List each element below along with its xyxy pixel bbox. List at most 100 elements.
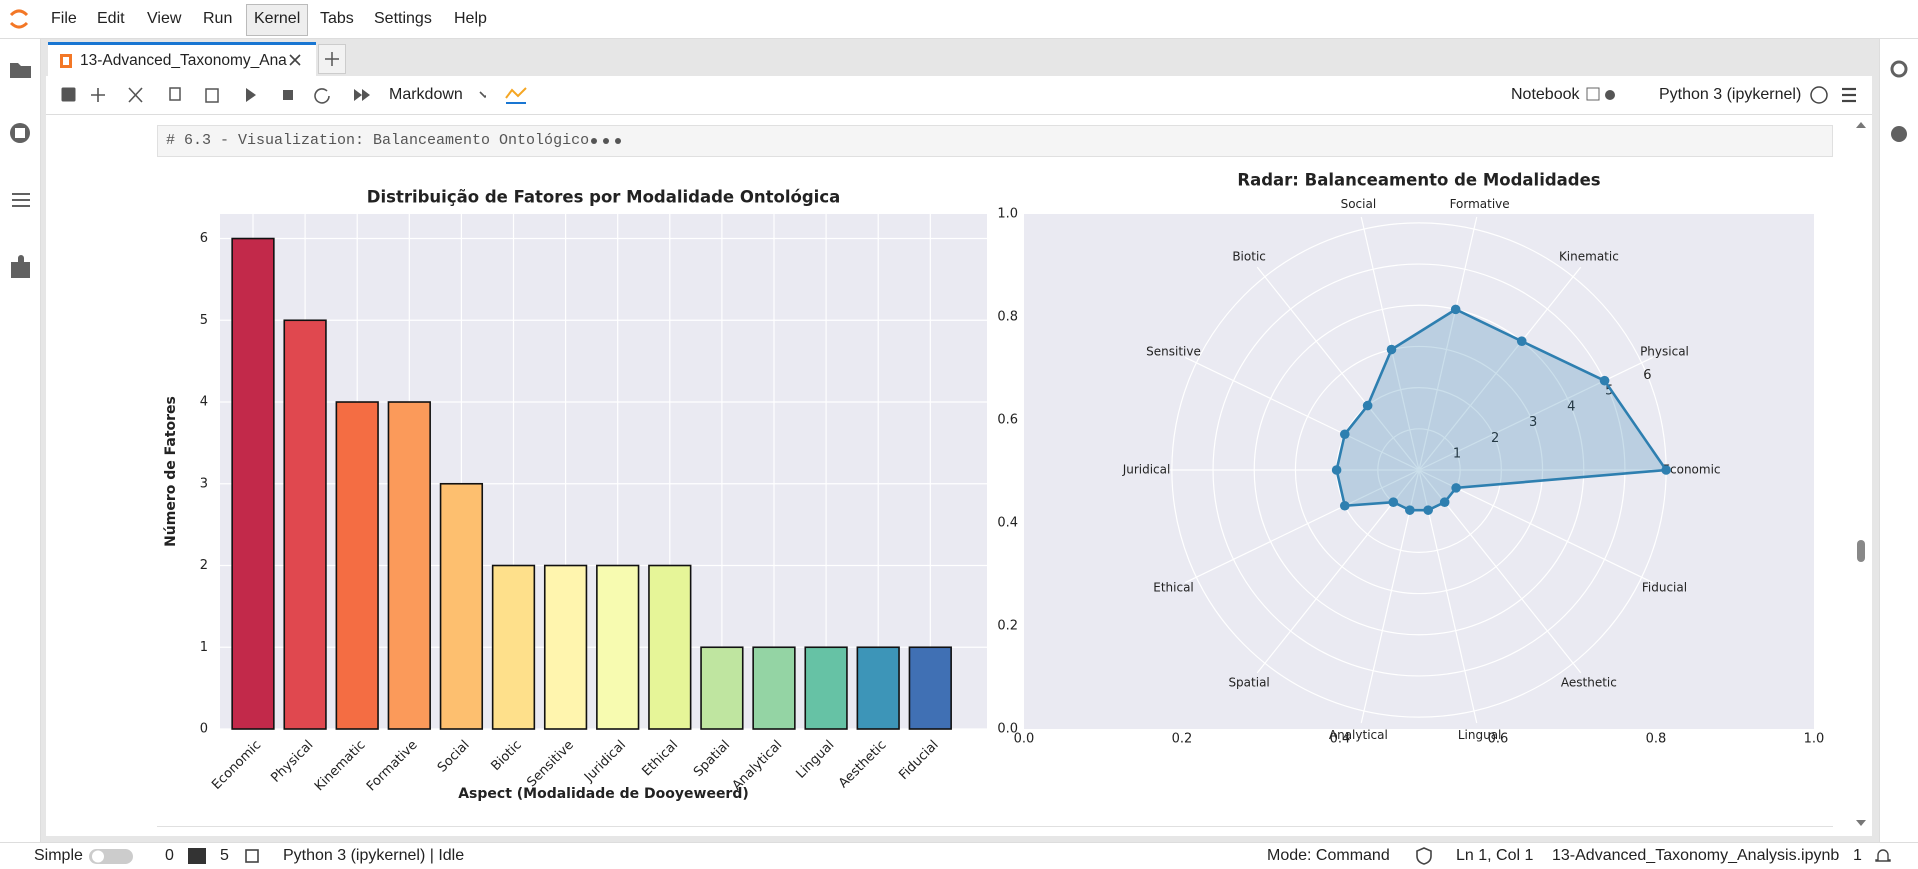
menu-item[interactable]: Tabs	[320, 10, 354, 27]
copy-button[interactable]	[169, 87, 181, 101]
menu-item[interactable]: Edit	[97, 10, 125, 27]
y-tick-label: 6	[200, 231, 208, 246]
x-tick-label: Ethical	[639, 738, 681, 780]
radar-point	[1450, 304, 1461, 315]
bar	[283, 319, 327, 730]
cell-source: # 6.3 - Visualization: Balanceamento Ont…	[166, 132, 590, 149]
jupyterlab-git-icon[interactable]	[504, 84, 530, 106]
radial-tick-label: 2	[1491, 431, 1499, 446]
toc-icon[interactable]	[12, 193, 30, 207]
dropdown-chevron[interactable]	[479, 91, 486, 99]
bar	[543, 564, 588, 730]
bell-icon[interactable]	[1874, 847, 1892, 865]
category-label: Biotic	[1232, 249, 1266, 263]
menu-bar: File Edit View Run Kernel Tabs Settings …	[0, 0, 1918, 39]
kernel-count: 5	[220, 847, 229, 864]
x-tick-label: Kinematic	[312, 738, 368, 794]
radar-point	[1599, 375, 1610, 386]
terminal-icon	[188, 848, 206, 864]
menu-item[interactable]: Kernel	[254, 10, 301, 27]
stop-button[interactable]	[283, 90, 293, 100]
cell-type-select[interactable]: Markdown	[389, 86, 463, 103]
x-tick-label: Social	[435, 738, 473, 776]
x-tick-label: 0.2	[1172, 732, 1193, 747]
kernel-status[interactable]: Python 3 (ipykernel) | Idle	[283, 847, 465, 864]
y-tick-label: 4	[200, 395, 208, 410]
simple-toggle[interactable]	[88, 847, 136, 865]
scrollbar[interactable]	[1853, 118, 1869, 830]
radar-point	[1451, 483, 1461, 493]
radial-tick-label: 6	[1643, 368, 1651, 383]
notebook-button[interactable]: Notebook	[1511, 86, 1580, 103]
menu-item[interactable]: File	[51, 10, 77, 27]
radar-point	[1362, 400, 1373, 411]
chart-title: Radar: Balanceamento de Modalidades	[1237, 171, 1600, 190]
y-tick-label: 0.4	[997, 516, 1018, 531]
toolbar-right-icons	[1586, 87, 1615, 101]
x-tick-label: Formative	[364, 738, 421, 795]
simple-mode-label: Simple	[34, 847, 83, 864]
spoke	[1418, 266, 1582, 471]
radar-point	[1423, 505, 1433, 515]
mode-indicator: Mode: Command	[1267, 847, 1390, 864]
menu-item[interactable]: Settings	[374, 10, 432, 27]
ellipsis-icon[interactable]	[590, 136, 626, 146]
y-tick-label: 1.0	[997, 207, 1018, 222]
bar	[648, 564, 692, 730]
category-label: Spatial	[1228, 676, 1269, 690]
radar-point	[1339, 429, 1350, 440]
save-button[interactable]	[61, 87, 76, 102]
category-label: Aesthetic	[1561, 676, 1617, 690]
spoke	[1256, 266, 1420, 471]
bar	[908, 646, 952, 730]
category-label: Lingual	[1458, 728, 1502, 742]
chart-title: Distribuição de Fatores por Modalidade O…	[367, 188, 840, 207]
x-tick-label: Spatial	[691, 738, 733, 780]
terminal-count: 0	[165, 847, 174, 864]
spoke	[1418, 216, 1478, 471]
kernel-chip-icon	[245, 849, 259, 863]
y-tick-label: 1	[200, 640, 208, 655]
next-cell-edge	[157, 826, 1833, 835]
folder-icon[interactable]	[10, 63, 31, 78]
spoke	[1184, 469, 1420, 584]
kernel-name[interactable]: Python 3 (ipykernel)	[1659, 86, 1802, 103]
paste-button[interactable]	[205, 88, 219, 103]
radial-tick-label: 1	[1453, 447, 1461, 462]
x-tick-label: 0.8	[1646, 732, 1667, 747]
extension-icon[interactable]	[11, 255, 30, 278]
tab[interactable]: 13-Advanced_Taxonomy_Ana	[48, 42, 316, 76]
menu-button[interactable]	[1842, 87, 1856, 103]
spoke	[1184, 356, 1420, 471]
x-tick-label: Lingual	[793, 738, 837, 782]
cell-input[interactable]: # 6.3 - Visualization: Balanceamento Ont…	[157, 125, 1833, 157]
menu-item[interactable]: Run	[203, 10, 233, 27]
y-axis-label: Número de Fatores	[163, 396, 179, 547]
insert-button[interactable]	[91, 88, 105, 102]
menu-item[interactable]: View	[147, 10, 182, 27]
new-tab[interactable]	[318, 44, 346, 74]
y-tick-label: 3	[200, 476, 208, 491]
category-label: Ethical	[1153, 581, 1194, 595]
file-name: 13-Advanced_Taxonomy_Analysis.ipynb	[1552, 847, 1840, 864]
restart-run-button[interactable]	[354, 89, 370, 101]
shield-icon[interactable]	[1415, 847, 1433, 865]
kernel-status-icon	[1810, 86, 1828, 104]
tab-close[interactable]	[288, 53, 302, 67]
cursor-position[interactable]: Ln 1, Col 1	[1456, 847, 1534, 864]
debug-icon[interactable]	[1605, 90, 1615, 100]
bar	[439, 482, 484, 730]
bar	[752, 646, 796, 730]
radar-point	[1339, 500, 1350, 511]
cut-button[interactable]	[128, 87, 143, 103]
category-label: Kinematic	[1559, 249, 1619, 263]
restart-button[interactable]	[314, 88, 330, 104]
radar-point	[1388, 497, 1399, 508]
property-inspector-icon[interactable]	[1890, 60, 1908, 78]
debugger-icon[interactable]	[1891, 126, 1907, 142]
right-sidebar	[1879, 39, 1918, 842]
menu-item[interactable]: Help	[454, 10, 487, 27]
category-label: Social	[1341, 197, 1377, 211]
tab-title: 13-Advanced_Taxonomy_Ana	[80, 52, 287, 69]
run-button[interactable]	[246, 88, 256, 102]
